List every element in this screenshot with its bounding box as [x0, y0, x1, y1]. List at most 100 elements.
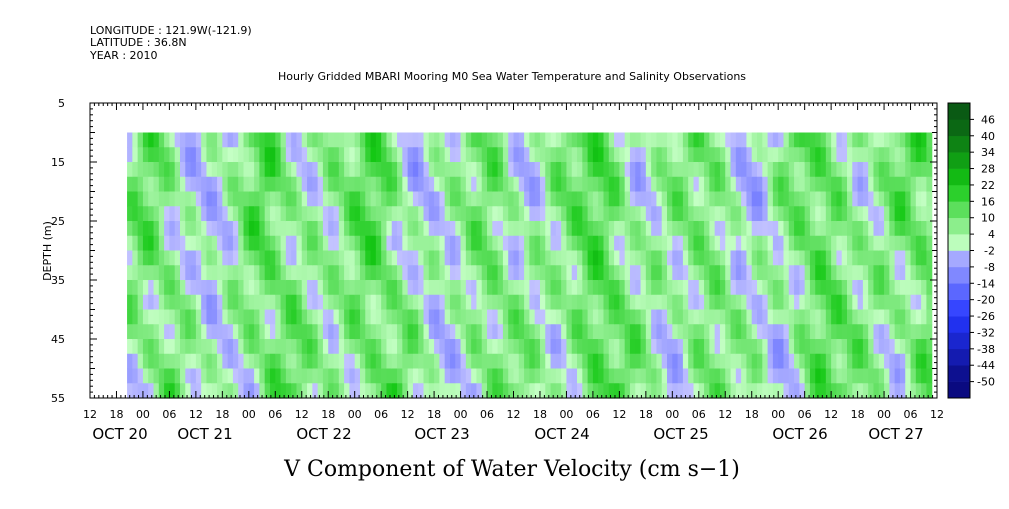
heatmap-cell	[312, 191, 319, 207]
heatmap-cell	[412, 191, 419, 207]
heatmap-cell	[296, 176, 303, 193]
heatmap-cell	[799, 162, 806, 178]
heatmap-cell	[449, 162, 456, 178]
heatmap-cell	[296, 221, 303, 237]
heatmap-cell	[211, 353, 218, 370]
heatmap-cell	[847, 235, 853, 252]
heatmap-cell	[778, 294, 785, 311]
heatmap-cell	[561, 250, 568, 266]
heatmap-cell	[354, 339, 361, 355]
heatmap-cell	[825, 368, 832, 384]
heatmap-cell	[672, 265, 679, 281]
heatmap-cell	[836, 353, 843, 370]
heatmap-cell	[709, 265, 716, 281]
heatmap-cell	[894, 221, 901, 237]
heatmap-cell	[783, 162, 790, 178]
heatmap-cell	[698, 221, 705, 237]
heatmap-cell	[894, 324, 901, 340]
heatmap-cell	[137, 383, 144, 399]
heatmap-cell	[899, 280, 906, 296]
heatmap-cell	[349, 280, 356, 296]
heatmap-cell	[608, 280, 615, 296]
heatmap-cell	[550, 132, 557, 148]
heatmap-cell	[402, 206, 409, 222]
x-day-label: OCT 21	[177, 425, 232, 443]
heatmap-cell	[815, 132, 822, 148]
y-tick-label: 25	[51, 215, 65, 228]
heatmap-cell	[407, 147, 414, 163]
heatmap-cell	[397, 250, 403, 266]
heatmap-cell	[412, 132, 419, 148]
heatmap-cell	[873, 324, 880, 340]
heatmap-cell	[656, 383, 663, 399]
heatmap-cell	[688, 309, 695, 325]
heatmap-cell	[195, 206, 202, 222]
heatmap-cell	[460, 250, 467, 266]
heatmap-cell	[185, 294, 192, 311]
heatmap-cell	[735, 250, 742, 266]
heatmap-cell	[164, 294, 170, 311]
heatmap-cell	[397, 265, 403, 281]
heatmap-cell	[910, 265, 917, 281]
heatmap-cell	[349, 147, 356, 163]
heatmap-cell	[312, 147, 319, 163]
heatmap-cell	[704, 265, 710, 281]
heatmap-cell	[476, 353, 483, 370]
heatmap-cell	[349, 294, 356, 311]
heatmap-cell	[132, 368, 139, 384]
heatmap-cell	[195, 176, 202, 193]
heatmap-cell	[873, 147, 880, 163]
heatmap-cell	[169, 235, 176, 252]
heatmap-cell	[259, 324, 266, 340]
heatmap-cell	[735, 221, 742, 237]
heatmap-cell	[449, 191, 456, 207]
heatmap-cell	[719, 132, 726, 148]
heatmap-cell	[651, 132, 658, 148]
longitude-label: LONGITUDE : 121.9W(-121.9)	[90, 24, 252, 37]
heatmap-cell	[307, 324, 313, 340]
heatmap-cell	[534, 294, 541, 311]
heatmap-cell	[201, 147, 208, 163]
heatmap-cell	[397, 162, 403, 178]
heatmap-cell	[185, 339, 192, 355]
heatmap-cell	[545, 294, 552, 311]
heatmap-cell	[164, 339, 170, 355]
heatmap-cell	[148, 339, 155, 355]
heatmap-cell	[757, 250, 763, 266]
heatmap-cell	[195, 147, 202, 163]
heatmap-cell	[884, 191, 890, 207]
heatmap-cell	[275, 147, 282, 163]
heatmap-cell	[836, 368, 843, 384]
heatmap-cell	[725, 206, 732, 222]
heatmap-cell	[799, 206, 806, 222]
heatmap-cell	[582, 206, 589, 222]
heatmap-cell	[344, 162, 350, 178]
heatmap-cell	[127, 324, 133, 340]
heatmap-cell	[608, 176, 615, 193]
heatmap-cell	[471, 250, 478, 266]
heatmap-cell	[471, 265, 478, 281]
heatmap-cell	[428, 324, 435, 340]
heatmap-cell	[651, 221, 658, 237]
heatmap-cell	[328, 147, 335, 163]
heatmap-cell	[238, 383, 245, 399]
heatmap-cell	[370, 383, 377, 399]
heatmap-cell	[497, 221, 504, 237]
heatmap-cell	[254, 132, 260, 148]
heatmap-cell	[471, 221, 478, 237]
heatmap-cell	[862, 235, 869, 252]
colorbar-swatch	[948, 348, 970, 366]
heatmap-cell	[682, 191, 689, 207]
heatmap-cell	[873, 265, 880, 281]
heatmap-cell	[778, 147, 785, 163]
heatmap-cell	[402, 339, 409, 355]
heatmap-cell	[767, 250, 774, 266]
heatmap-cell	[232, 309, 239, 325]
heatmap-cell	[836, 280, 843, 296]
heatmap-cell	[794, 324, 800, 340]
heatmap-cell	[502, 235, 509, 252]
heatmap-cell	[730, 383, 737, 399]
heatmap-cell	[640, 294, 647, 311]
heatmap-cell	[381, 132, 388, 148]
heatmap-cell	[238, 162, 245, 178]
